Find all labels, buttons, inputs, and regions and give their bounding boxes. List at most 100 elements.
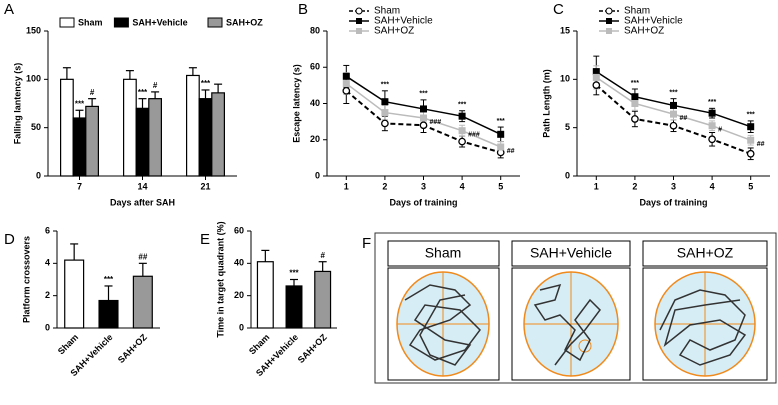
panel-label: E (200, 231, 210, 248)
x-tick-label: 3 (421, 181, 426, 191)
legend-marker (355, 7, 363, 15)
legend-marker (606, 28, 612, 34)
significance: ### (430, 119, 442, 126)
bar (132, 275, 153, 329)
bar (85, 105, 100, 177)
legend-label: SAH+OZ (374, 26, 414, 37)
bar (72, 117, 87, 177)
point (381, 109, 389, 117)
swim-path (659, 289, 747, 366)
bar (314, 270, 332, 329)
significance: ## (507, 148, 515, 155)
trial-sham: Sham (387, 240, 500, 381)
legend-swatch (207, 17, 223, 28)
trial-oz: SAH+OZ (642, 240, 768, 381)
y-tick-label: 40 (234, 258, 244, 268)
y-tick-label: 10 (560, 74, 570, 84)
trial-vehicle: SAH+Vehicle (511, 240, 631, 381)
significance: *** (138, 88, 148, 97)
x-tick-label: 5 (498, 181, 503, 191)
significance: *** (75, 99, 85, 108)
x-tick-label: SAH+OZ (116, 332, 149, 365)
y-axis-title: Path Length (m) (541, 69, 551, 138)
panel-label: B (298, 1, 308, 18)
y-tick-label: 40 (310, 98, 320, 108)
platform (578, 339, 592, 353)
x-tick-label: 4 (710, 181, 715, 191)
title-box (642, 240, 768, 267)
y-tick-label: 0 (45, 322, 50, 332)
point (670, 110, 677, 118)
x-tick-label: 7 (77, 181, 82, 191)
point (592, 68, 600, 76)
y-axis-title: Time in target quadrant (%) (215, 221, 225, 337)
significance: *** (201, 79, 211, 88)
point (631, 93, 639, 101)
y-tick-label: 100 (26, 74, 41, 84)
x-tick-label: 3 (671, 181, 676, 191)
bar (135, 107, 150, 177)
bar (98, 299, 119, 329)
significance: *** (104, 275, 114, 284)
point (458, 112, 466, 120)
x-tick-label: 21 (200, 181, 210, 191)
significance: ## (757, 141, 765, 148)
significance: *** (458, 102, 466, 109)
x-tick-label: 5 (748, 181, 753, 191)
point (708, 135, 716, 144)
y-tick-label: 0 (315, 170, 320, 180)
y-tick-label: 20 (234, 290, 244, 300)
panel-label: D (4, 231, 15, 248)
significance: # (153, 81, 158, 90)
bar (64, 259, 85, 329)
significance: *** (419, 91, 427, 98)
bar (285, 285, 303, 329)
y-tick-label: 20 (310, 134, 320, 144)
legend-swatch (59, 17, 75, 28)
point (631, 115, 639, 123)
legend-label: Sham (624, 6, 650, 17)
point (381, 98, 389, 106)
y-tick-label: 4 (45, 258, 50, 268)
point (497, 143, 505, 151)
y-tick-label: 60 (234, 225, 244, 235)
point (631, 100, 639, 107)
legend-marker (606, 18, 612, 24)
bar (186, 74, 200, 177)
trial-title: Sham (425, 245, 462, 261)
y-tick-label: 50 (31, 122, 41, 132)
point (381, 119, 389, 128)
title-box (387, 240, 500, 267)
x-axis-title: Days of training (639, 197, 707, 207)
bar (211, 92, 226, 177)
y-axis-title: Escape latency (s) (291, 64, 301, 143)
x-tick-label: 1 (594, 181, 599, 191)
swim-path (404, 284, 481, 366)
legend-label: SAH+Vehicle (132, 17, 187, 27)
panel-f: F Sham SAH+Vehicle SAH+OZ (362, 232, 777, 384)
legend-label: SAH+OZ (624, 26, 664, 37)
x-tick-label: Sham (56, 332, 80, 356)
significance: # (718, 127, 722, 134)
point (747, 123, 755, 131)
y-tick-label: 5 (565, 122, 570, 132)
significance: *** (669, 90, 677, 97)
y-tick-label: 60 (310, 62, 320, 72)
significance: *** (708, 99, 716, 106)
y-axis-title: Falling lantency (s) (12, 63, 22, 145)
point (592, 73, 600, 81)
point (420, 105, 427, 113)
significance: *** (631, 80, 639, 87)
x-tick-label: 4 (460, 181, 465, 191)
y-tick-label: 6 (45, 225, 50, 235)
point (497, 130, 505, 138)
y-tick-label: 15 (560, 25, 570, 35)
title-box (511, 240, 631, 267)
y-axis-title: Platform crossovers (21, 236, 31, 323)
y-tick-label: 0 (36, 170, 41, 180)
point (342, 72, 350, 80)
legend-label: SAH+Vehicle (624, 16, 683, 27)
legend-label: SAH+OZ (226, 17, 263, 27)
legend-label: SAH+Vehicle (374, 16, 433, 27)
